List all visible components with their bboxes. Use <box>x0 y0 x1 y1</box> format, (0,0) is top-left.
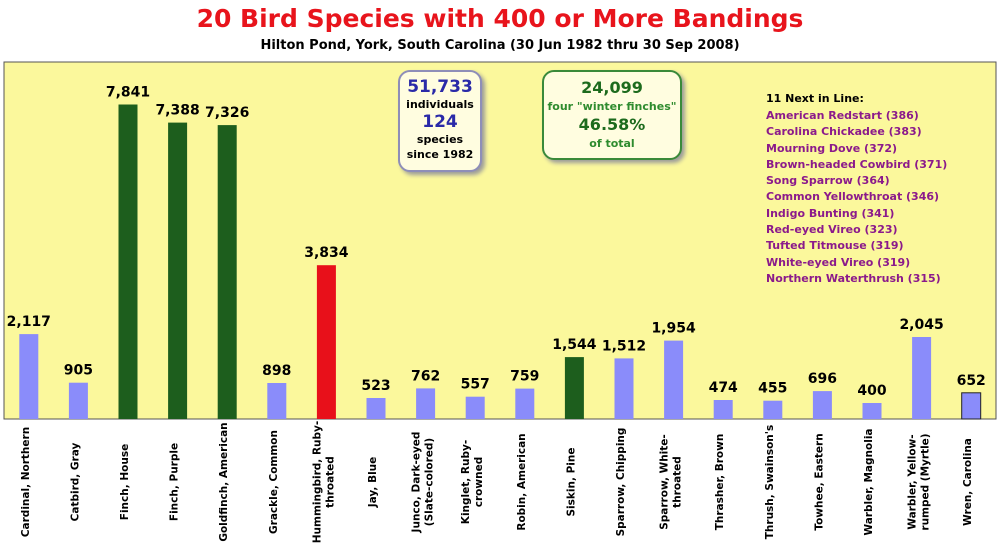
species-count: 124 <box>422 112 458 132</box>
category-label: Hummingbird, Ruby-throated <box>311 421 336 543</box>
bar <box>664 340 684 419</box>
category-label: Robin, American <box>516 433 528 530</box>
bar-value-label: 759 <box>510 369 539 385</box>
bar <box>416 388 436 419</box>
bar-value-label: 905 <box>64 363 93 379</box>
individuals-label: individuals <box>406 98 474 111</box>
winter-finches-percent: 46.58% <box>578 115 646 134</box>
bar <box>19 334 39 419</box>
bar-value-label: 762 <box>411 368 440 384</box>
next-in-line-item: Common Yellowthroat (346) <box>766 190 940 204</box>
category-label: Sparrow, Chipping <box>615 428 627 537</box>
bar <box>912 337 932 419</box>
bar-value-label: 523 <box>361 378 390 394</box>
bar-value-label: 455 <box>758 381 787 397</box>
bar <box>713 400 733 419</box>
category-label: Grackle, Common <box>268 430 280 534</box>
bar-value-label: 2,117 <box>7 314 51 330</box>
bar-value-label: 1,544 <box>552 337 597 353</box>
bar <box>812 391 832 419</box>
next-in-line-item: Indigo Bunting (341) <box>766 206 895 220</box>
since-label: since 1982 <box>406 148 474 161</box>
bar-value-label: 696 <box>808 371 837 387</box>
category-label: Warbler, Yellow-rumped (Myrtle) <box>907 433 932 530</box>
next-in-line-list: 11 Next in Line: American Redstart (386)… <box>766 90 947 287</box>
bar <box>961 392 982 420</box>
bar <box>366 398 386 419</box>
category-label: Finch, Purple <box>169 443 181 521</box>
category-label: Jay, Blue <box>367 457 379 509</box>
category-label: Thrush, Swainson's <box>764 425 776 540</box>
bar <box>465 396 485 419</box>
category-label: Warbler, Magnolia <box>863 428 875 535</box>
category-label: Kinglet, Ruby-crowned <box>460 440 485 524</box>
next-in-line-item: Red-eyed Vireo (323) <box>766 223 898 237</box>
next-in-line-item: Brown-headed Cowbird (371) <box>766 157 948 171</box>
category-label: Finch, House <box>119 444 131 520</box>
category-label: Towhee, Eastern <box>813 433 825 530</box>
next-in-line-item: American Redstart (386) <box>766 109 919 122</box>
bar-value-label: 7,326 <box>205 105 249 121</box>
bar <box>316 265 336 419</box>
bar <box>217 125 237 419</box>
bar <box>118 104 138 419</box>
bar-value-label: 3,834 <box>304 245 349 261</box>
next-in-line-item: Mourning Dove (372) <box>766 141 898 155</box>
next-in-line-heading: 11 Next in Line: <box>766 92 864 105</box>
species-label: species <box>416 133 464 146</box>
bar <box>862 403 882 419</box>
category-label: Cardinal, Northern <box>20 427 32 537</box>
bar-value-label: 1,954 <box>651 321 696 337</box>
chart-title: 20 Bird Species with 400 or More Banding… <box>196 4 804 33</box>
bar-value-label: 1,512 <box>602 338 646 354</box>
bar-value-label: 7,841 <box>106 85 150 101</box>
winter-finches-label: four "winter finches" <box>547 100 677 113</box>
next-in-line-item: Tufted Titmouse (319) <box>766 239 904 253</box>
bar-value-label: 2,045 <box>899 317 943 333</box>
category-label: Wren, Carolina <box>962 438 974 526</box>
category-label: Junco, Dark-eyed(Slate-colored) <box>411 432 436 534</box>
bar <box>68 382 88 419</box>
next-in-line-item: Northern Waterthrush (315) <box>766 271 941 285</box>
category-label: Goldfinch, American <box>218 422 230 541</box>
totals-box: 51,733 individuals 124 species since 198… <box>398 70 482 172</box>
bar <box>515 388 535 419</box>
winter-finches-percent-label: of total <box>589 137 635 150</box>
chart-subtitle: Hilton Pond, York, South Carolina (30 Ju… <box>260 38 740 53</box>
winter-finches-box: 24,099 four "winter finches" 46.58% of t… <box>542 70 682 160</box>
next-in-line-item: Song Sparrow (364) <box>766 174 890 188</box>
next-in-line-item: White-eyed Vireo (319) <box>766 255 911 269</box>
category-label: Siskin, Pine <box>565 447 577 516</box>
bar-value-label: 7,388 <box>155 103 199 119</box>
bar-value-label: 898 <box>262 363 291 379</box>
bar <box>168 122 188 419</box>
next-in-line-item: Carolina Chickadee (383) <box>766 125 922 139</box>
bar-value-label: 652 <box>957 373 986 389</box>
category-label: Thrasher, Brown <box>714 434 726 531</box>
bar-value-label: 474 <box>709 380 738 396</box>
bar <box>564 357 584 419</box>
category-label: Sparrow, White-throated <box>659 434 684 530</box>
winter-finches-count: 24,099 <box>581 78 643 97</box>
bar <box>763 400 783 419</box>
bar-value-label: 400 <box>857 383 886 399</box>
category-label: Catbird, Gray <box>69 443 81 522</box>
bar <box>614 358 634 419</box>
bar-value-label: 557 <box>461 377 490 393</box>
bar <box>267 383 287 419</box>
individuals-count: 51,733 <box>407 77 473 97</box>
